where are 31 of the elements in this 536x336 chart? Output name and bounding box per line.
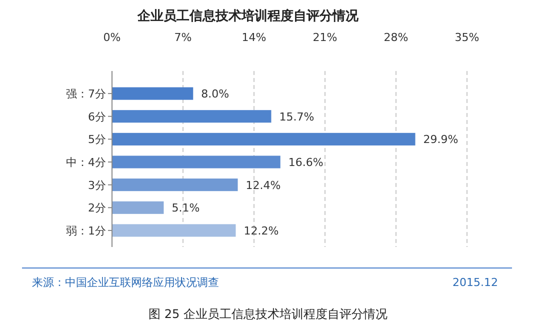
bar [112, 178, 238, 192]
bar [112, 156, 280, 168]
y-tick-label: 2分 [88, 202, 106, 215]
chart-title: 企业员工信息技术培训程度自评分情况 [136, 8, 360, 24]
text: 2015.12 [452, 276, 498, 289]
x-tick-label: 35% [454, 31, 480, 44]
caption: 图 25 企业员工信息技术培训程度自评分情况 [148, 307, 388, 321]
y-tick-label: 6分 [88, 110, 106, 124]
source-note: 来源：中国企业互联网络应用状况调查 [32, 276, 219, 289]
data-label: 12.2% [244, 224, 279, 238]
bar [112, 132, 416, 146]
bar [112, 87, 194, 100]
y-tick-label: 3分 [88, 178, 106, 192]
y-tick-label: 强：7分 [66, 88, 106, 101]
bar [112, 201, 164, 214]
data-label: 12.4% [246, 178, 281, 192]
data-label: 29.9% [423, 133, 458, 146]
bar [112, 224, 236, 237]
bar [112, 110, 272, 123]
x-tick-label: 21% [312, 31, 338, 44]
data-label: 16.6% [288, 156, 324, 169]
x-tick-label: 14% [242, 31, 266, 44]
y-tick-label: 中：4分 [66, 156, 106, 169]
x-tick-label: 28% [384, 31, 408, 44]
y-tick-label: 弱：1分 [66, 224, 106, 238]
x-tick-label: 7% [174, 31, 192, 44]
x-tick-label: 0% [103, 31, 121, 44]
data-label: 5.1% [172, 202, 200, 215]
y-tick-label: 5分 [88, 133, 106, 146]
data-label: 15.7% [279, 110, 314, 124]
data-label: 8.0% [201, 88, 230, 101]
